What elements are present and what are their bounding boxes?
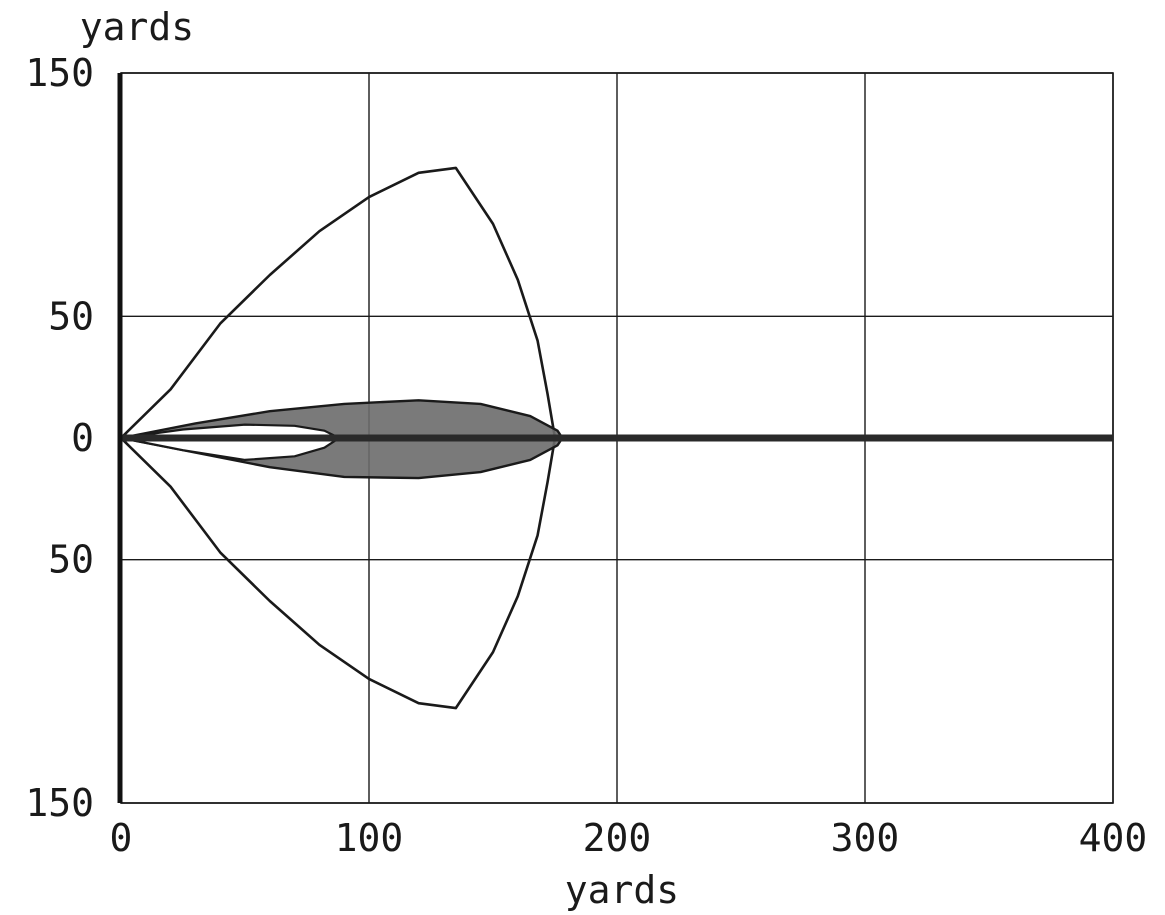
x-tick-label: 200	[583, 816, 652, 860]
y-tick-labels: 150 50 0 50 150	[25, 51, 94, 825]
y-tick-label: 150	[25, 51, 94, 95]
x-tick-label: 300	[831, 816, 900, 860]
y-tick-label: 0	[71, 416, 94, 460]
y-tick-label: 150	[25, 781, 94, 825]
x-axis-title: yards	[565, 868, 679, 912]
y-axis-title: yards	[80, 5, 194, 49]
x-tick-label: 100	[335, 816, 404, 860]
y-tick-label: 50	[48, 294, 94, 338]
x-tick-label: 400	[1079, 816, 1148, 860]
y-tick-label: 50	[48, 538, 94, 582]
x-tick-labels: 0 100 200 300 400	[110, 816, 1148, 860]
series-layer	[119, 166, 1113, 710]
x-tick-label: 0	[110, 816, 133, 860]
